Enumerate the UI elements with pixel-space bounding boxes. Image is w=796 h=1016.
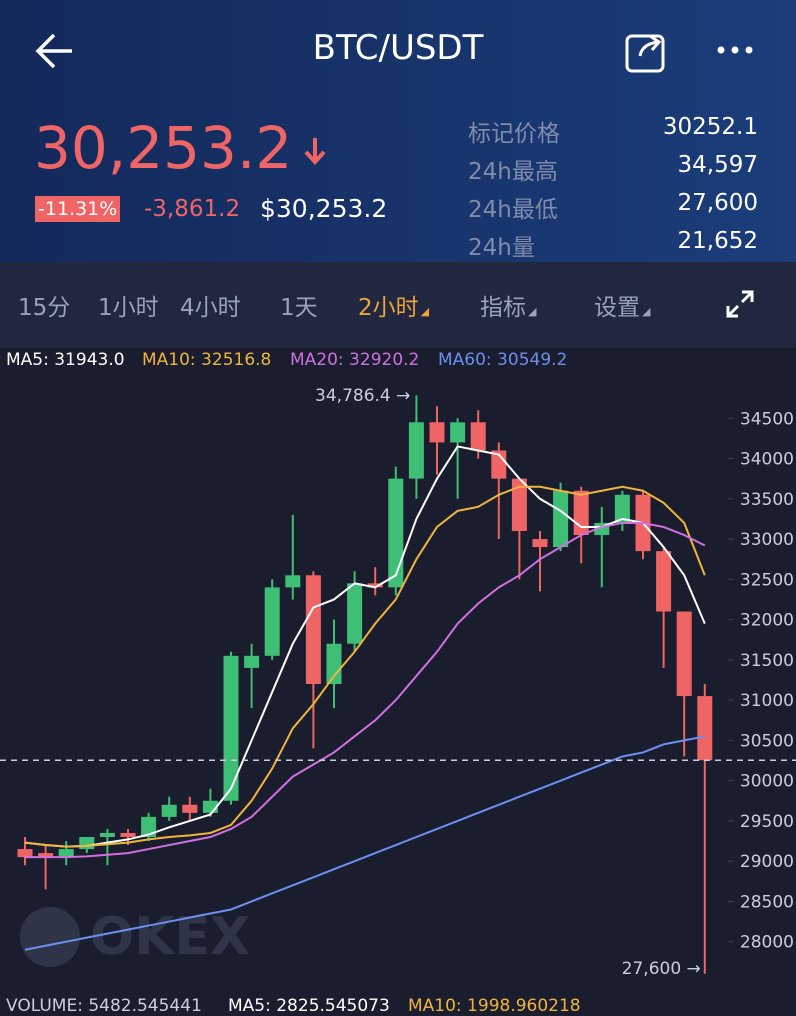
candle-body (285, 575, 301, 588)
ma-line (25, 521, 706, 859)
y-tick-label: 28500 (740, 892, 794, 912)
volume-entry: MA10: 1998.960218 (408, 996, 581, 1016)
tab[interactable]: 设置 ◢ (594, 295, 651, 321)
candle-body (223, 655, 239, 801)
tab[interactable]: 4小时 (180, 295, 241, 321)
candle-body (450, 422, 466, 443)
dropdown-caret: ◢ (642, 305, 651, 318)
candle-body (79, 837, 95, 850)
last-price: 30,253.2 (34, 114, 293, 182)
candle-body (676, 611, 692, 697)
y-tick-label: 29000 (740, 852, 794, 872)
share-button[interactable] (624, 30, 670, 74)
y-tick-label: 34500 (740, 409, 794, 429)
tab-bar (0, 262, 796, 348)
candle-body (161, 804, 177, 817)
legend-entry: MA20: 32920.2 (290, 350, 420, 370)
y-tick-label: 28000 (740, 933, 794, 953)
candle-body (347, 583, 363, 644)
volume-entry: MA5: 2825.545073 (228, 996, 390, 1016)
y-tick-label: 30500 (740, 731, 794, 751)
candle-body (58, 849, 74, 858)
tab[interactable]: 1天 (280, 295, 318, 321)
candle-body (264, 587, 280, 656)
ma-line (24, 735, 705, 951)
candle-body (326, 643, 342, 684)
change-pct: -11.31% (35, 196, 121, 222)
fullscreen-button[interactable] (724, 288, 756, 320)
chart: OKEX 28000 28500 29000 29500 30000 30500 31000 3… (0, 386, 796, 979)
y-tick-label: 34000 (740, 450, 794, 470)
stat-value: 30252.1 (662, 114, 758, 140)
min-annotation: 27,600 → (622, 959, 701, 979)
down-arrow (304, 138, 326, 165)
y-tick-label: 32000 (740, 611, 794, 631)
ma-line (24, 485, 706, 848)
candle-body (614, 494, 630, 523)
dropdown-caret: ◢ (420, 305, 430, 318)
tab[interactable]: 指标 ◢ (480, 295, 537, 321)
candle-body (656, 551, 672, 612)
dropdown-caret: ◢ (528, 305, 537, 318)
stat-label: 24h量 (468, 235, 535, 261)
stat-value: 34,597 (677, 152, 758, 178)
tab[interactable]: 2小时 ◢ (358, 295, 430, 321)
y-tick-label: 33500 (740, 490, 794, 510)
stat-label: 标记价格 (468, 121, 560, 147)
candle-body (17, 849, 33, 858)
usd-price: $30,253.2 (260, 194, 388, 223)
candle-body (429, 422, 445, 443)
candle-body (182, 804, 198, 813)
y-tick-label: 31500 (740, 651, 794, 671)
volume-entry: VOLUME: 5482.545441 (6, 996, 202, 1016)
y-tick-label: 31000 (740, 691, 794, 711)
candle-body (99, 832, 115, 837)
candle-body (367, 583, 383, 588)
back-button[interactable] (34, 30, 76, 72)
more-button[interactable] (716, 44, 756, 56)
legend-entry: MA60: 30549.2 (438, 350, 568, 370)
watermark-logo (20, 907, 80, 967)
candle-body (38, 853, 54, 858)
candle-body (408, 422, 424, 479)
y-tick-label: 33000 (740, 530, 794, 550)
watermark: OKEX (90, 907, 250, 967)
legend-entry: MA10: 32516.8 (142, 350, 272, 370)
legend-entry: MA5: 31943.0 (6, 350, 125, 370)
candle-body (573, 490, 589, 536)
stat-value: 21,652 (677, 228, 758, 254)
candle-body (388, 478, 404, 588)
y-tick-label: 29500 (740, 812, 794, 832)
candle-body (697, 696, 713, 761)
tab[interactable]: 15分 (18, 295, 71, 321)
candle-body (305, 575, 321, 684)
candle-body (120, 832, 136, 837)
candle-body (141, 816, 157, 837)
stat-value: 27,600 (677, 190, 758, 216)
stat-label: 24h最高 (468, 159, 558, 185)
title: BTC/USDT (312, 28, 484, 68)
candle-body (244, 655, 260, 668)
stat-label: 24h最低 (468, 197, 558, 223)
max-annotation: 34,786.4 → (315, 386, 410, 406)
tab[interactable]: 1小时 (98, 295, 159, 321)
candle-body (511, 478, 527, 531)
candle-body (470, 422, 486, 451)
y-tick-label: 32500 (740, 570, 794, 590)
change: -3,861.2 (144, 196, 241, 222)
y-tick-label: 30000 (740, 772, 794, 792)
ma-line (24, 445, 706, 848)
candle-body (532, 539, 548, 548)
candle-body (553, 490, 569, 548)
